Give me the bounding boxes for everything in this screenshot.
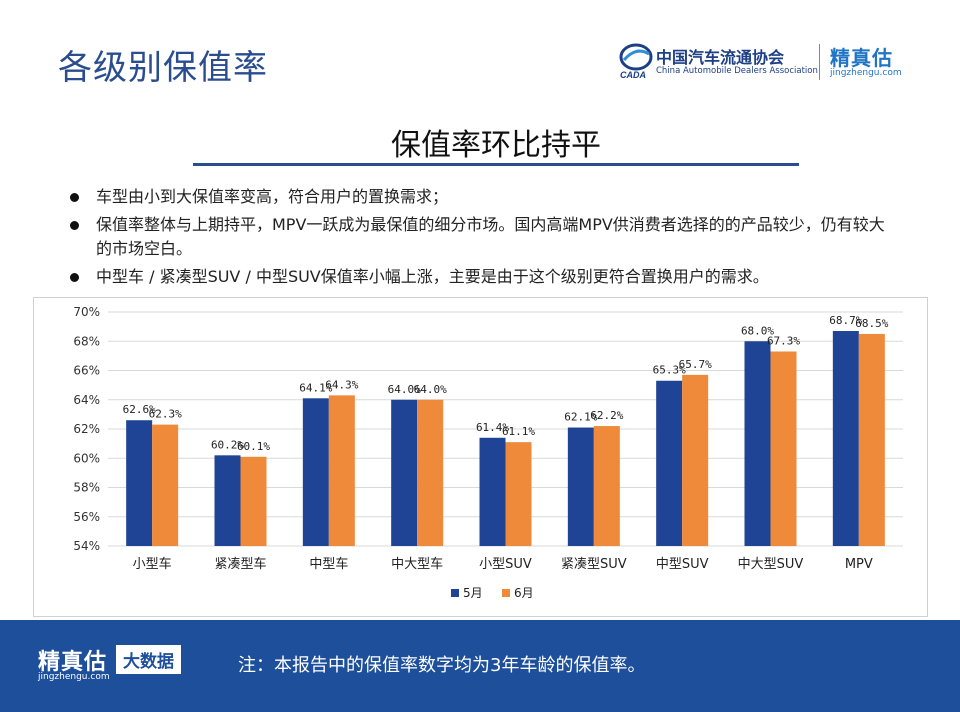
x-tick-label: 中大型车 xyxy=(391,556,443,572)
bar-may xyxy=(567,427,594,546)
bar-june xyxy=(328,395,355,546)
x-tick-label: 小型车 xyxy=(133,556,172,572)
bar-june xyxy=(682,374,709,546)
y-tick-label: 54% xyxy=(73,539,100,553)
data-label: 62.3% xyxy=(149,408,182,421)
data-label: 67.3% xyxy=(767,334,800,347)
bullet-list: 车型由小到大保值率变高，符合用户的置换需求； 保值率整体与上期持平，MPV一跃成… xyxy=(68,185,898,293)
legend-swatch-icon xyxy=(502,589,510,597)
data-label: 62.2% xyxy=(590,409,623,422)
x-tick-label: 小型SUV xyxy=(479,557,532,572)
bar-may xyxy=(656,380,683,546)
bar-june xyxy=(505,442,532,546)
page-title: 各级别保值率 xyxy=(58,48,268,88)
footer-note: 注：本报告中的保值率数字均为3年车龄的保值率。 xyxy=(238,655,646,676)
cada-logo-icon: CADA xyxy=(619,43,653,80)
y-tick-label: 56% xyxy=(73,510,100,524)
legend-label: 6月 xyxy=(514,586,534,600)
data-label: 60.2% xyxy=(211,438,244,451)
data-label: 68.5% xyxy=(855,317,888,330)
chart-frame xyxy=(33,297,928,617)
bar-june xyxy=(858,333,885,546)
x-tick-label: 中型SUV xyxy=(656,557,709,572)
bar-may xyxy=(126,420,153,546)
data-label: 64.3% xyxy=(325,378,358,391)
data-label: 61.1% xyxy=(502,425,535,438)
y-tick-label: 62% xyxy=(73,422,100,436)
data-label: 62.6% xyxy=(123,403,156,416)
bullet-dot-icon xyxy=(70,193,79,202)
jzg-logo-name: 精真估 xyxy=(830,46,893,70)
bar-june xyxy=(152,424,179,546)
data-label: 60.1% xyxy=(237,440,270,453)
y-tick-label: 64% xyxy=(73,393,100,407)
x-tick-label: 中大型SUV xyxy=(738,557,804,572)
bullet-dot-icon xyxy=(70,221,79,230)
data-label: 65.3% xyxy=(653,364,686,377)
legend-label: 5月 xyxy=(463,586,483,600)
cada-english-name: China Automobile Dealers Association xyxy=(656,66,818,76)
bar-june xyxy=(240,456,267,546)
bar-may xyxy=(832,331,859,546)
x-tick-label: 紧凑型SUV xyxy=(561,557,627,572)
bar-june xyxy=(417,399,444,546)
jzg-logo-url: jingzhengu.com xyxy=(830,68,902,78)
y-tick-label: 70% xyxy=(73,305,100,319)
bar-chart: 54% 56% 58% 60% 62% 64% 66% 68% 70% 62.6%62.3% 小型车… xyxy=(73,305,903,600)
data-label: 68.7% xyxy=(829,314,862,327)
legend-swatch-icon xyxy=(451,589,459,597)
bar-may xyxy=(479,437,506,546)
y-tick-label: 58% xyxy=(73,481,100,495)
bullet-item: 车型由小到大保值率变高，符合用户的置换需求； xyxy=(68,185,898,209)
data-label: 64.1% xyxy=(299,381,332,394)
bar-may xyxy=(391,399,418,546)
bullet-item: 保值率整体与上期持平，MPV一跃成为最保值的细分市场。国内高端MPV供消费者选择… xyxy=(68,213,898,261)
bar-may xyxy=(302,398,329,546)
data-label: 64.0% xyxy=(414,383,447,396)
bar-may xyxy=(214,455,241,546)
y-tick-label: 60% xyxy=(73,451,100,465)
bar-may xyxy=(744,341,771,546)
subtitle-underline xyxy=(193,163,799,166)
section-subtitle: 保值率环比持平 xyxy=(391,128,601,163)
data-label: 64.0% xyxy=(388,383,421,396)
footer-url: jingzhengu.com xyxy=(38,672,110,682)
footer-bar: 精真估 jingzhengu.com 大数据 注：本报告中的保值率数字均为3年车… xyxy=(0,620,960,712)
x-tick-label: MPV xyxy=(845,557,873,572)
x-tick-label: 中型车 xyxy=(309,556,348,572)
bullet-text: 车型由小到大保值率变高，符合用户的置换需求； xyxy=(96,187,449,206)
footer-badge: 大数据 xyxy=(116,645,181,674)
y-tick-label: 66% xyxy=(73,364,100,378)
data-label: 61.4% xyxy=(476,421,509,434)
header-logos: CADA 中国汽车流通协会 China Automobile Dealers A… xyxy=(618,42,938,82)
bullet-dot-icon xyxy=(70,273,79,282)
logo-divider xyxy=(819,44,820,80)
cada-mark-text: CADA xyxy=(620,70,646,80)
data-label: 65.7% xyxy=(679,358,712,371)
footer-brand: 精真估 xyxy=(38,650,108,675)
bar-june xyxy=(593,426,620,546)
y-tick-label: 68% xyxy=(73,334,100,348)
bullet-text: 中型车 / 紧凑型SUV / 中型SUV保值率小幅上涨，主要是由于这个级别更符合… xyxy=(96,267,769,286)
data-label: 68.0% xyxy=(741,324,774,337)
x-tick-label: 紧凑型车 xyxy=(214,556,266,572)
data-label: 62.1% xyxy=(564,411,597,424)
bullet-item: 中型车 / 紧凑型SUV / 中型SUV保值率小幅上涨，主要是由于这个级别更符合… xyxy=(68,265,898,289)
bullet-text: 保值率整体与上期持平，MPV一跃成为最保值的细分市场。国内高端MPV供消费者选择… xyxy=(96,215,885,258)
bar-june xyxy=(770,351,797,546)
cada-name: 中国汽车流通协会 xyxy=(656,48,785,67)
